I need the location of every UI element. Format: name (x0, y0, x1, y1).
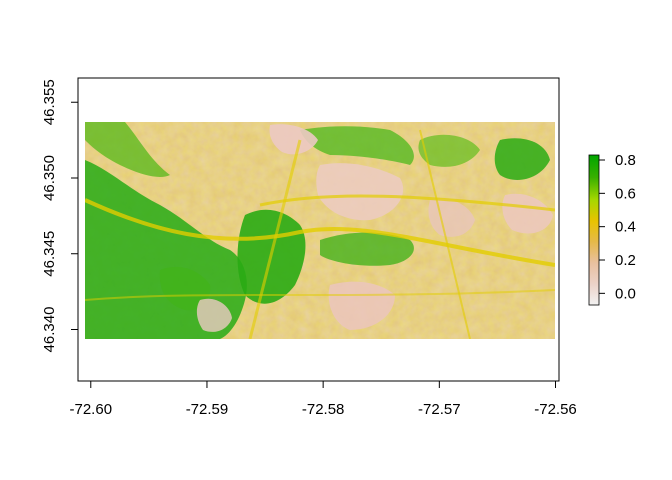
y-tick-label: 46.340 (41, 307, 58, 353)
x-tick-label: -72.56 (534, 401, 577, 418)
x-tick-label: -72.58 (302, 401, 345, 418)
legend-tick-label: 0.2 (615, 252, 636, 269)
x-tick-label: -72.59 (186, 401, 229, 418)
y-axis: 46.340 46.345 46.350 46.355 (41, 79, 78, 352)
legend-tick-label: 0.8 (615, 152, 636, 169)
y-tick-label: 46.345 (41, 231, 58, 277)
plot-frame (77, 77, 560, 382)
legend-colorbar (588, 154, 600, 306)
y-tick-label: 46.355 (41, 79, 58, 125)
legend-tick-label: 0.0 (615, 285, 636, 302)
legend-tick-label: 0.4 (615, 219, 636, 236)
color-legend: 0.8 0.6 0.4 0.2 0.0 (588, 152, 636, 306)
legend-tick-label: 0.6 (615, 185, 636, 202)
x-tick-label: -72.60 (70, 401, 113, 418)
x-axis: -72.60 -72.59 -72.58 -72.57 -72.56 (70, 381, 577, 418)
x-tick-label: -72.57 (418, 401, 461, 418)
ndvi-raster (85, 122, 555, 339)
y-tick-label: 46.350 (41, 155, 58, 201)
